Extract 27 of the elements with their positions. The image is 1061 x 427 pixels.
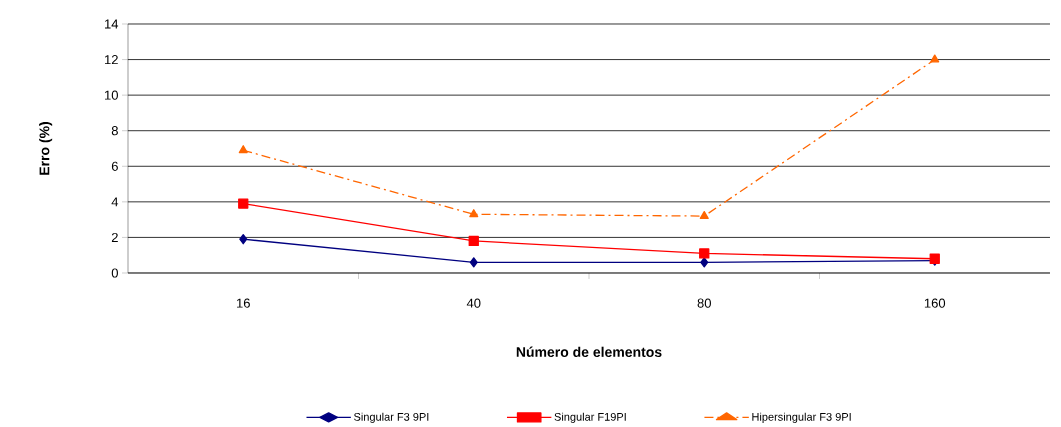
point <box>238 198 249 209</box>
point <box>469 257 478 268</box>
y-tick-label: 12 <box>105 55 118 65</box>
point <box>930 54 940 63</box>
point <box>700 257 709 268</box>
y-tick-label: 14 <box>105 19 119 29</box>
x-tick-label: 16 <box>237 298 250 308</box>
x-tick-label: 160 <box>924 298 946 308</box>
y-tick-label: 6 <box>111 161 118 171</box>
y-tick-label: 4 <box>111 197 119 207</box>
legend-label: Hipersingular F3 9PI <box>752 412 851 423</box>
legend-label: Singular F19PI <box>554 412 626 423</box>
legend-label: Singular F3 9PI <box>354 412 429 423</box>
y-axis-title: Erro (%) <box>39 121 53 175</box>
point <box>699 248 710 259</box>
x-tick-label: 40 <box>466 298 481 308</box>
point <box>699 210 709 219</box>
point <box>239 234 248 245</box>
point <box>468 235 479 247</box>
point <box>238 145 248 154</box>
y-tick-label: 0 <box>111 268 118 278</box>
point <box>469 209 479 218</box>
y-tick-label: 8 <box>111 126 118 136</box>
x-tick-label: 80 <box>697 298 711 308</box>
y-tick-label: 10 <box>105 90 118 100</box>
x-axis-title: Número de elementos <box>516 346 662 357</box>
y-tick-label: 2 <box>111 232 118 242</box>
